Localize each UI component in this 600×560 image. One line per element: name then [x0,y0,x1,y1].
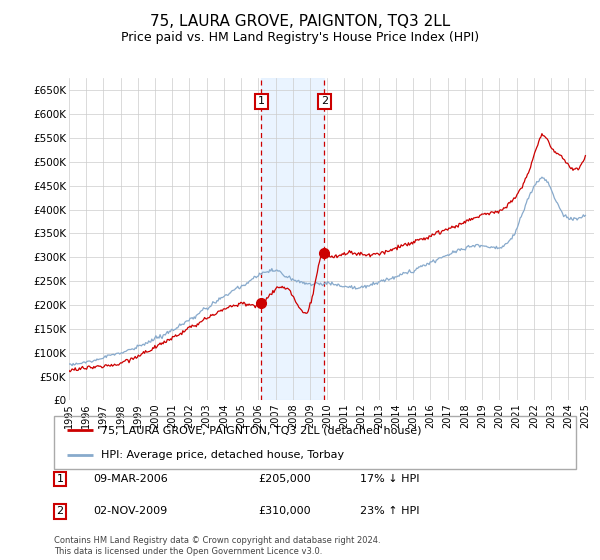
Text: 1: 1 [258,96,265,106]
Text: Contains HM Land Registry data © Crown copyright and database right 2024.
This d: Contains HM Land Registry data © Crown c… [54,536,380,556]
Text: 17% ↓ HPI: 17% ↓ HPI [360,474,419,484]
Text: HPI: Average price, detached house, Torbay: HPI: Average price, detached house, Torb… [101,450,344,460]
Text: 2: 2 [56,506,64,516]
Text: 23% ↑ HPI: 23% ↑ HPI [360,506,419,516]
Text: 09-MAR-2006: 09-MAR-2006 [93,474,168,484]
Bar [262,78,324,400]
Text: 75, LAURA GROVE, PAIGNTON, TQ3 2LL (detached house): 75, LAURA GROVE, PAIGNTON, TQ3 2LL (deta… [101,426,421,436]
Text: 02-NOV-2009: 02-NOV-2009 [93,506,167,516]
Text: 1: 1 [56,474,64,484]
Text: 75, LAURA GROVE, PAIGNTON, TQ3 2LL: 75, LAURA GROVE, PAIGNTON, TQ3 2LL [150,14,450,29]
Text: £205,000: £205,000 [258,474,311,484]
Text: Price paid vs. HM Land Registry's House Price Index (HPI): Price paid vs. HM Land Registry's House … [121,31,479,44]
Text: 2: 2 [321,96,328,106]
Text: £310,000: £310,000 [258,506,311,516]
